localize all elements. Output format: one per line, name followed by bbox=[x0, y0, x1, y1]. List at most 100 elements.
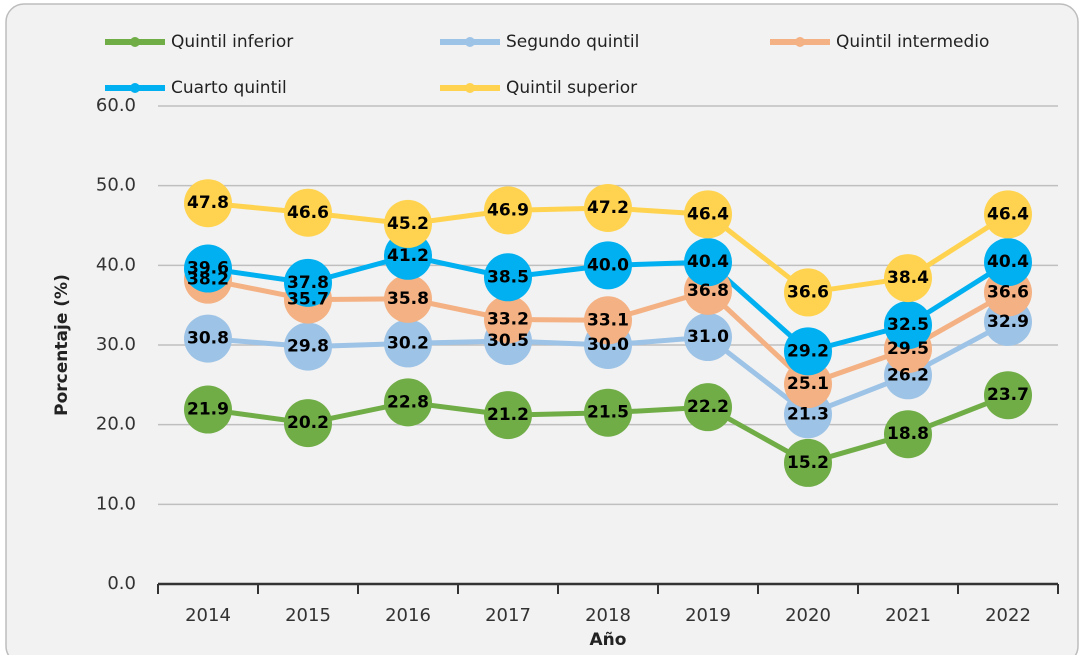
data-label: 21.2 bbox=[487, 405, 529, 425]
data-marker bbox=[184, 244, 232, 293]
data-marker bbox=[984, 371, 1032, 420]
data-label: 45.2 bbox=[387, 214, 429, 234]
data-marker bbox=[584, 296, 632, 345]
legend-label: Cuarto quintil bbox=[171, 78, 287, 98]
data-label: 36.6 bbox=[787, 282, 829, 302]
y-tick-label: 60.0 bbox=[96, 95, 136, 116]
data-label: 40.4 bbox=[687, 252, 729, 272]
data-marker bbox=[584, 241, 632, 290]
data-marker bbox=[284, 399, 332, 448]
data-label: 35.7 bbox=[287, 290, 329, 310]
data-marker bbox=[584, 388, 632, 437]
data-marker bbox=[284, 258, 332, 307]
y-tick-label: 50.0 bbox=[96, 175, 136, 196]
data-label: 29.8 bbox=[287, 337, 329, 357]
data-label: 20.2 bbox=[287, 413, 329, 433]
x-tick-label: 2021 bbox=[885, 605, 931, 626]
data-label: 32.5 bbox=[887, 315, 929, 335]
data-marker bbox=[484, 253, 532, 302]
data-label: 30.0 bbox=[587, 335, 629, 355]
data-label: 30.5 bbox=[487, 331, 529, 351]
legend-label: Quintil intermedio bbox=[836, 32, 989, 52]
data-label: 23.7 bbox=[987, 385, 1029, 405]
y-tick-label: 40.0 bbox=[96, 254, 136, 275]
chart-background bbox=[5, 3, 1079, 655]
y-axis-label: Porcentaje (%) bbox=[52, 274, 72, 416]
data-label: 38.4 bbox=[887, 268, 929, 288]
x-tick-label: 2017 bbox=[485, 605, 531, 626]
legend-marker bbox=[465, 37, 475, 47]
legend-label: Quintil superior bbox=[506, 78, 637, 98]
data-marker bbox=[884, 410, 932, 459]
data-marker bbox=[684, 238, 732, 287]
data-marker bbox=[484, 186, 532, 235]
data-label: 40.4 bbox=[987, 252, 1029, 272]
data-marker bbox=[784, 327, 832, 376]
data-label: 47.8 bbox=[187, 193, 229, 213]
data-label: 46.9 bbox=[487, 200, 529, 220]
data-label: 39.6 bbox=[187, 259, 229, 279]
data-marker bbox=[284, 188, 332, 237]
data-marker bbox=[384, 378, 432, 427]
data-marker bbox=[384, 274, 432, 323]
legend-label: Quintil inferior bbox=[171, 32, 293, 52]
data-label: 46.6 bbox=[287, 203, 329, 223]
data-marker bbox=[284, 322, 332, 371]
data-label: 29.2 bbox=[787, 341, 829, 361]
y-tick-label: 30.0 bbox=[96, 334, 136, 355]
data-label: 22.8 bbox=[387, 392, 429, 412]
data-label: 21.5 bbox=[587, 403, 629, 423]
data-label: 25.1 bbox=[787, 374, 829, 394]
data-marker bbox=[784, 268, 832, 317]
data-label: 29.5 bbox=[887, 339, 929, 359]
data-label: 40.0 bbox=[587, 255, 629, 275]
data-label: 46.4 bbox=[987, 204, 1029, 224]
data-marker bbox=[984, 190, 1032, 239]
data-label: 46.4 bbox=[687, 204, 729, 224]
data-label: 38.5 bbox=[487, 267, 529, 287]
data-marker bbox=[884, 301, 932, 350]
x-tick-label: 2016 bbox=[385, 605, 431, 626]
legend-label: Segundo quintil bbox=[506, 32, 639, 52]
data-label: 33.1 bbox=[587, 310, 629, 330]
data-label: 26.2 bbox=[887, 365, 929, 385]
data-label: 30.8 bbox=[187, 329, 229, 349]
data-label: 15.2 bbox=[787, 453, 829, 473]
data-marker bbox=[384, 199, 432, 248]
data-label: 30.2 bbox=[387, 333, 429, 353]
x-tick-label: 2014 bbox=[185, 605, 231, 626]
data-marker bbox=[484, 295, 532, 344]
legend-marker bbox=[795, 37, 805, 47]
x-tick-label: 2020 bbox=[785, 605, 831, 626]
data-marker bbox=[484, 391, 532, 440]
y-tick-label: 20.0 bbox=[96, 414, 136, 435]
data-label: 22.2 bbox=[687, 397, 729, 417]
data-label: 36.6 bbox=[987, 282, 1029, 302]
legend-marker bbox=[465, 83, 475, 93]
data-label: 21.3 bbox=[787, 404, 829, 424]
data-label: 47.2 bbox=[587, 198, 629, 218]
data-marker bbox=[384, 319, 432, 368]
data-marker bbox=[184, 179, 232, 228]
x-tick-label: 2015 bbox=[285, 605, 331, 626]
y-tick-label: 0.0 bbox=[107, 573, 136, 594]
legend-marker bbox=[130, 83, 140, 93]
legend-marker bbox=[130, 37, 140, 47]
data-marker bbox=[184, 314, 232, 363]
data-marker bbox=[684, 313, 732, 362]
x-tick-label: 2022 bbox=[985, 605, 1031, 626]
data-label: 21.9 bbox=[187, 400, 229, 420]
data-label: 41.2 bbox=[387, 246, 429, 266]
y-tick-label: 10.0 bbox=[96, 493, 136, 514]
data-label: 37.8 bbox=[287, 273, 329, 293]
data-label: 31.0 bbox=[687, 327, 729, 347]
x-tick-label: 2019 bbox=[685, 605, 731, 626]
data-marker bbox=[684, 383, 732, 432]
data-marker bbox=[984, 238, 1032, 287]
x-tick-label: 2018 bbox=[585, 605, 631, 626]
data-label: 33.2 bbox=[487, 310, 529, 330]
data-label: 38.2 bbox=[187, 270, 229, 290]
data-marker bbox=[184, 385, 232, 434]
data-marker bbox=[784, 438, 832, 487]
